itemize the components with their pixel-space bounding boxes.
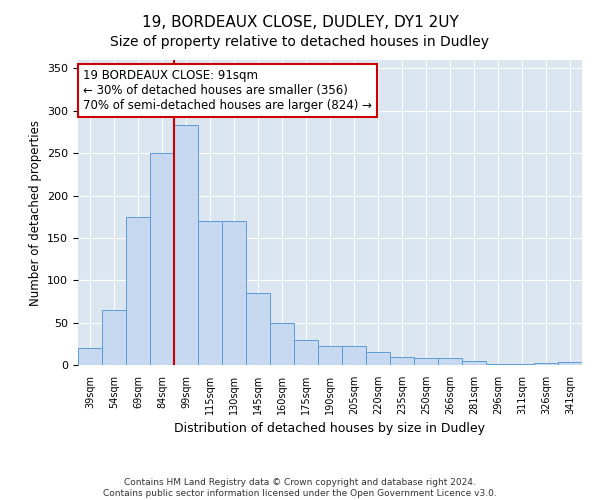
- Bar: [318, 346, 342, 365]
- Bar: [126, 216, 150, 365]
- Bar: [222, 221, 246, 365]
- Bar: [534, 364, 558, 365]
- Bar: [414, 358, 438, 365]
- Bar: [342, 346, 366, 365]
- Text: Contains HM Land Registry data © Crown copyright and database right 2024.
Contai: Contains HM Land Registry data © Crown c…: [103, 478, 497, 498]
- Bar: [78, 348, 102, 365]
- Bar: [198, 221, 222, 365]
- Bar: [462, 361, 486, 365]
- Bar: [366, 352, 390, 365]
- Y-axis label: Number of detached properties: Number of detached properties: [29, 120, 41, 306]
- X-axis label: Distribution of detached houses by size in Dudley: Distribution of detached houses by size …: [175, 422, 485, 436]
- Bar: [438, 358, 462, 365]
- Text: Size of property relative to detached houses in Dudley: Size of property relative to detached ho…: [110, 35, 490, 49]
- Bar: [174, 125, 198, 365]
- Bar: [486, 364, 510, 365]
- Text: 19, BORDEAUX CLOSE, DUDLEY, DY1 2UY: 19, BORDEAUX CLOSE, DUDLEY, DY1 2UY: [142, 15, 458, 30]
- Bar: [390, 356, 414, 365]
- Text: 19 BORDEAUX CLOSE: 91sqm
← 30% of detached houses are smaller (356)
70% of semi-: 19 BORDEAUX CLOSE: 91sqm ← 30% of detach…: [83, 69, 372, 112]
- Bar: [150, 153, 174, 365]
- Bar: [558, 362, 582, 365]
- Bar: [102, 310, 126, 365]
- Bar: [510, 364, 534, 365]
- Bar: [294, 340, 318, 365]
- Bar: [270, 322, 294, 365]
- Bar: [246, 293, 270, 365]
